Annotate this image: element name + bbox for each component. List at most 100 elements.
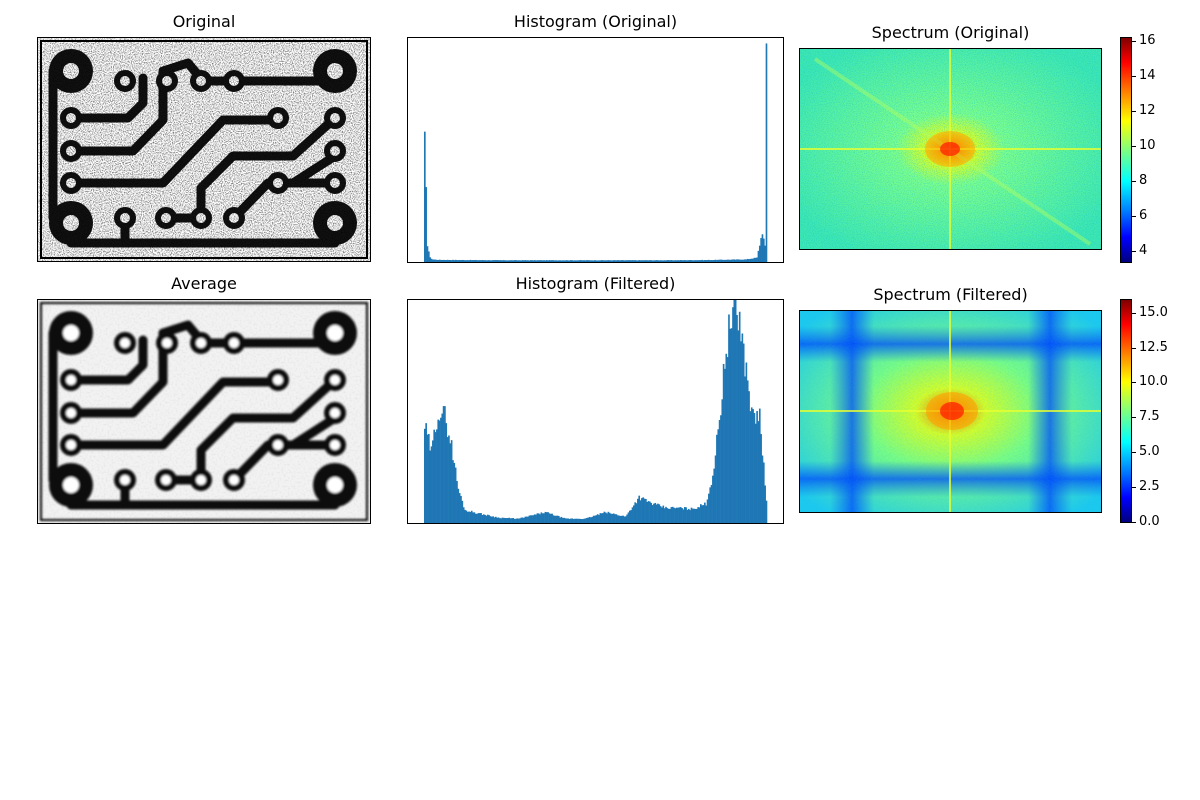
- histogram-bar: [492, 516, 494, 523]
- histogram-bar: [497, 260, 500, 262]
- colorbar-tick-label: 2.5: [1139, 478, 1160, 494]
- histogram-bar: [501, 517, 504, 523]
- histogram-bar: [539, 260, 541, 262]
- histogram-bar: [748, 259, 750, 262]
- histogram-bar: [642, 260, 645, 262]
- histogram-bar: [425, 187, 427, 262]
- histogram-bar: [521, 517, 524, 523]
- histogram-bar: [675, 507, 678, 523]
- histogram-bar: [446, 259, 449, 262]
- histogram-bar: [428, 251, 430, 262]
- histogram-bar: [670, 507, 673, 523]
- histogram-bar: [489, 260, 492, 262]
- histogram-bar: [697, 507, 699, 523]
- histogram-bar: [464, 260, 466, 262]
- histogram-bar: [525, 516, 528, 523]
- colorbar-tick-mark: [1132, 75, 1136, 77]
- histogram-bar: [570, 518, 572, 523]
- colorbar-tick-label: 15.0: [1139, 304, 1168, 320]
- histogram-bar: [638, 260, 641, 262]
- histogram-bar: [641, 498, 643, 523]
- histogram-bar: [586, 517, 588, 523]
- histogram-bar: [555, 515, 557, 523]
- histogram-bar: [623, 260, 626, 262]
- histogram-bar: [570, 260, 572, 262]
- histogram-bar: [580, 260, 583, 262]
- histogram-bar: [426, 246, 429, 262]
- histogram-bar: [432, 259, 434, 262]
- histogram-bar: [482, 260, 485, 262]
- histogram-bar: [497, 517, 500, 523]
- histogram-bar: [501, 260, 504, 262]
- histogram-bar: [567, 518, 569, 523]
- histogram-bar: [701, 259, 703, 262]
- histogram-bar: [564, 260, 567, 262]
- histogram-bar: [574, 260, 576, 262]
- histogram-bar: [742, 259, 745, 262]
- histogram-bar: [729, 328, 732, 523]
- histogram-bar: [508, 260, 511, 262]
- histogram-bar: [655, 260, 658, 262]
- histogram-bar: [485, 260, 488, 262]
- histogram-bar: [669, 260, 671, 262]
- colorbar-original: [1120, 37, 1132, 263]
- histogram-bar: [531, 515, 533, 523]
- histogram-bar: [507, 517, 509, 523]
- image-average: [37, 299, 371, 524]
- histogram-bar: [485, 515, 488, 523]
- histogram-bar: [437, 419, 440, 523]
- histogram-bar: [667, 508, 670, 523]
- histogram-bar: [484, 260, 486, 262]
- histogram-bar: [757, 250, 760, 262]
- histogram-bar: [679, 507, 682, 523]
- histogram-bar: [563, 517, 565, 523]
- histogram-bar: [642, 497, 645, 523]
- histogram-bar: [701, 505, 703, 523]
- histogram-bar: [610, 513, 612, 523]
- histogram-bar: [509, 518, 512, 523]
- histogram-bar: [495, 516, 497, 523]
- histogram-bar: [720, 259, 722, 262]
- histogram-bar: [579, 518, 582, 523]
- histogram-bar: [547, 260, 549, 262]
- histogram-bar: [730, 259, 733, 262]
- histogram-bar: [674, 260, 677, 262]
- histogram-bar: [515, 260, 517, 262]
- histogram-bar: [499, 260, 501, 262]
- histogram-bar: [551, 260, 553, 262]
- histogram-bar: [653, 260, 655, 262]
- histogram-bar: [424, 131, 426, 262]
- histogram-bar: [445, 423, 448, 523]
- histogram-bar: [536, 513, 539, 523]
- histogram-bar: [582, 519, 584, 523]
- histogram-bar: [592, 260, 595, 262]
- histogram-bar: [480, 513, 482, 523]
- histogram-bar: [622, 260, 624, 262]
- histogram-bar: [737, 330, 740, 523]
- histogram-bar: [614, 514, 616, 523]
- histogram-bar: [504, 260, 507, 262]
- histogram-bar: [551, 513, 553, 523]
- histogram-bar: [590, 260, 592, 262]
- histogram-bar: [700, 504, 702, 523]
- histogram-bar: [646, 501, 649, 523]
- histogram-bar: [702, 505, 705, 523]
- histogram-bar: [756, 257, 758, 262]
- spectrum-filtered: [799, 310, 1102, 513]
- histogram-bar: [499, 518, 501, 523]
- histogram-bar: [746, 258, 749, 262]
- histogram-bar: [700, 260, 702, 262]
- histogram-bar: [503, 260, 505, 262]
- histogram-bar: [685, 507, 687, 523]
- histogram-bar: [732, 259, 734, 262]
- histogram-bar: [450, 440, 453, 523]
- histogram-bar: [689, 510, 691, 523]
- histogram-bar: [633, 260, 635, 262]
- histogram-bar: [729, 259, 732, 262]
- histogram-bar: [724, 368, 726, 523]
- histogram-bar: [429, 257, 431, 262]
- histogram-bar: [744, 259, 746, 262]
- histogram-bar: [529, 515, 532, 523]
- histogram-bar: [714, 259, 717, 262]
- histogram-bar: [741, 333, 744, 523]
